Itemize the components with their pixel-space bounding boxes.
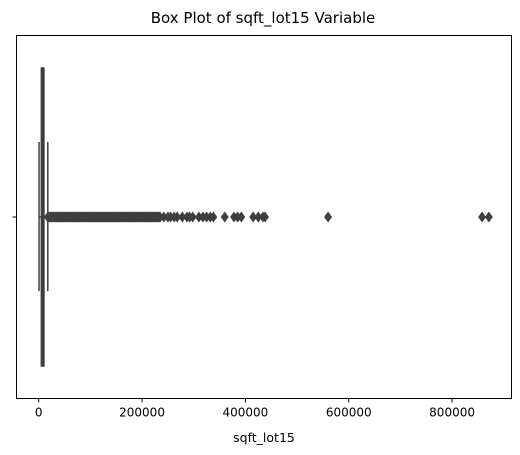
outlier-point — [237, 211, 246, 223]
outlier-point — [478, 211, 487, 223]
x-tick-label: 400000 — [222, 406, 268, 420]
outlier-point — [261, 211, 270, 223]
x-tick-label: 600000 — [326, 406, 372, 420]
x-axis-label: sqft_lot15 — [233, 430, 295, 445]
outlier-point — [484, 211, 493, 223]
x-axis-ticks: 0 200000 400000 600000 800000 — [35, 398, 475, 420]
x-tick-label: 200000 — [119, 406, 165, 420]
x-tick-label: 800000 — [429, 406, 475, 420]
outlier-point — [220, 211, 229, 223]
plot-data-layer — [38, 67, 493, 367]
x-tick-label: 0 — [35, 406, 43, 420]
chart-title: Box Plot of sqft_lot15 Variable — [151, 9, 375, 28]
outlier-point — [209, 211, 218, 223]
outlier-point — [188, 211, 197, 223]
outlier-point — [324, 211, 333, 223]
